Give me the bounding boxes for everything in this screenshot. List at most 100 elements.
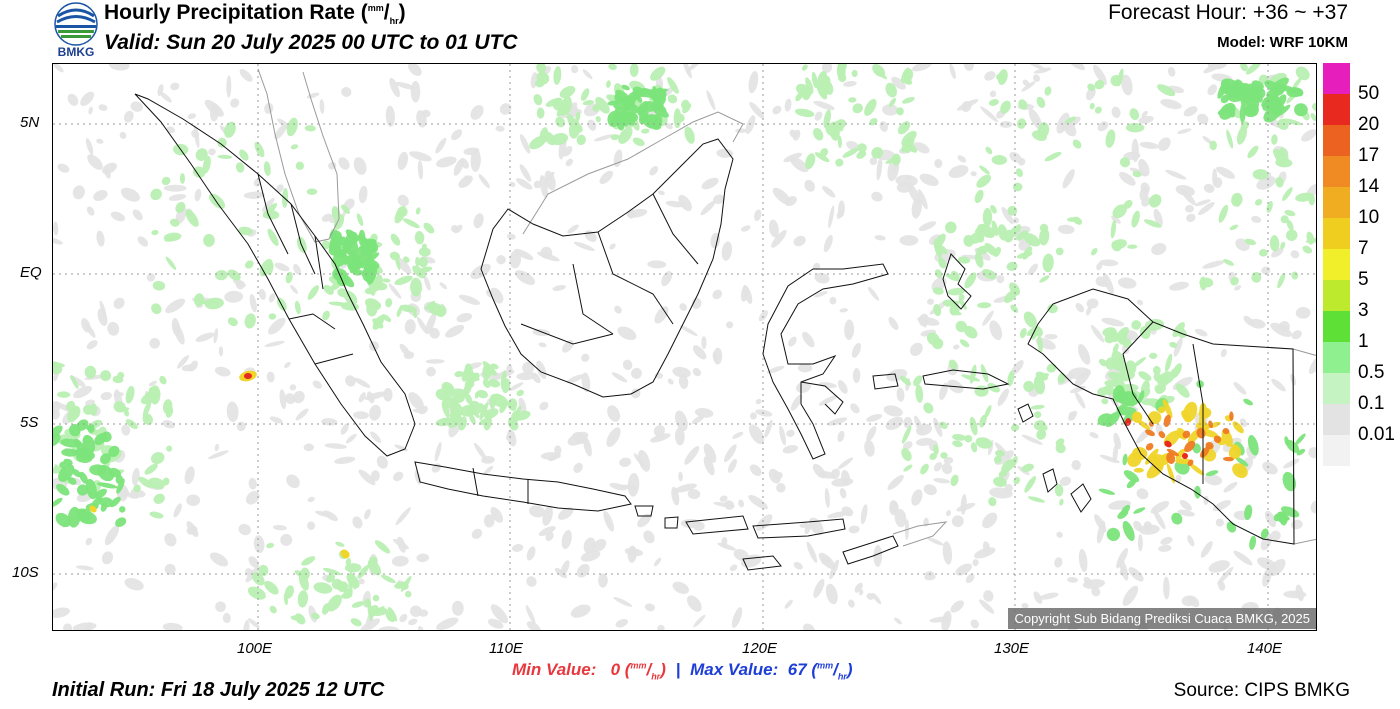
rain-cell [958,293,965,301]
rain-cell [516,389,524,397]
rain-cell [684,445,700,465]
rain-cell [408,618,418,626]
rain-cell [544,170,556,191]
rain-cell [119,506,126,513]
rain-cell [823,75,831,85]
rain-cell [959,339,970,348]
rain-cell [381,314,392,322]
rain-cell [110,211,126,222]
rain-cell [860,504,868,525]
rain-cell [706,90,716,111]
rain-cell [812,463,826,479]
rain-cell [955,563,973,576]
rain-cell [686,595,702,612]
rain-cell [789,129,798,139]
rain-cell [249,293,257,313]
rain-cell [1243,315,1255,326]
rain-cell [164,563,176,575]
rain-cell [119,131,127,139]
rain-cell [814,272,830,284]
rain-cell [963,64,974,71]
rain-cell [66,400,76,412]
rain-cell [738,499,744,508]
rain-cell [304,125,316,132]
rain-cell [1059,498,1064,506]
rain-cell [980,106,999,123]
rain-cell [793,235,806,247]
rain-cell [1032,130,1047,141]
rain-cell [284,393,296,405]
rain-cell [1199,277,1214,288]
rain-cell [1252,169,1269,180]
rain-cell [988,497,997,507]
rain-cell [142,413,153,425]
rain-cell [306,188,318,195]
rain-cell [894,617,902,625]
rain-cell [319,99,325,114]
rain-cell [516,178,533,190]
rain-cell [1271,134,1278,145]
rain-cell [1000,100,1011,114]
precipitation-map[interactable] [52,63,1317,631]
rain-cell [1028,263,1038,276]
rain-cell [453,393,465,403]
rain-cell [716,148,734,158]
rain-cell [824,488,830,508]
rain-cell [786,429,795,437]
rain-cell [394,583,403,589]
rain-cell [294,570,309,580]
rain-cell [385,105,395,127]
rain-cell [461,370,468,382]
rain-cell [203,233,215,247]
title-text: Hourly Precipitation Rate ( [104,1,368,24]
rain-cell [1083,576,1093,586]
rain-cell [1139,141,1159,149]
copyright-notice: Copyright Sub Bidang Prediksi Cuaca BMKG… [1008,608,1316,629]
rain-cell [958,298,967,310]
scale-label: 20 [1358,114,1380,135]
rain-cell [1220,348,1227,357]
rain-cell [490,604,509,624]
scale-label: 0.01 [1358,424,1395,445]
rain-cell [913,375,923,387]
rain-cell [607,100,619,106]
rain-cell [1119,157,1131,168]
rain-cell [244,313,256,329]
rain-cell [175,201,186,213]
rain-cell [610,134,620,141]
rain-cell [957,256,971,264]
rain-cell [1286,439,1300,453]
rain-cell [61,448,78,457]
rain-cell [113,392,124,398]
rain-cell [879,121,888,132]
rain-cell [982,310,994,326]
rain-cell [1182,453,1188,459]
max-unit-close: ) [846,660,853,679]
rain-cell [964,434,973,443]
rain-cell [614,305,622,314]
rain-cell [380,574,396,584]
rain-cell [117,371,125,379]
rain-cell [848,97,857,103]
rain-cell [623,111,636,123]
rain-cell [1158,431,1166,439]
rain-cell [684,126,695,144]
rain-cell [829,559,839,580]
rain-cell [108,467,121,478]
rain-cell [393,471,404,482]
rain-cell [592,104,600,112]
rain-cell [1158,544,1172,552]
rain-cell [901,130,917,146]
rain-cell [1104,380,1120,387]
rain-cell [1273,513,1281,522]
rain-cell [867,286,880,301]
rain-cell [522,361,535,374]
rain-cell [1121,74,1133,96]
rain-cell [793,562,803,570]
rain-cell [1010,304,1019,313]
rain-cell [641,128,650,134]
rain-cell [982,512,998,529]
rain-cell [1240,64,1248,72]
rain-cell [429,327,440,339]
rain-cell [582,100,594,106]
